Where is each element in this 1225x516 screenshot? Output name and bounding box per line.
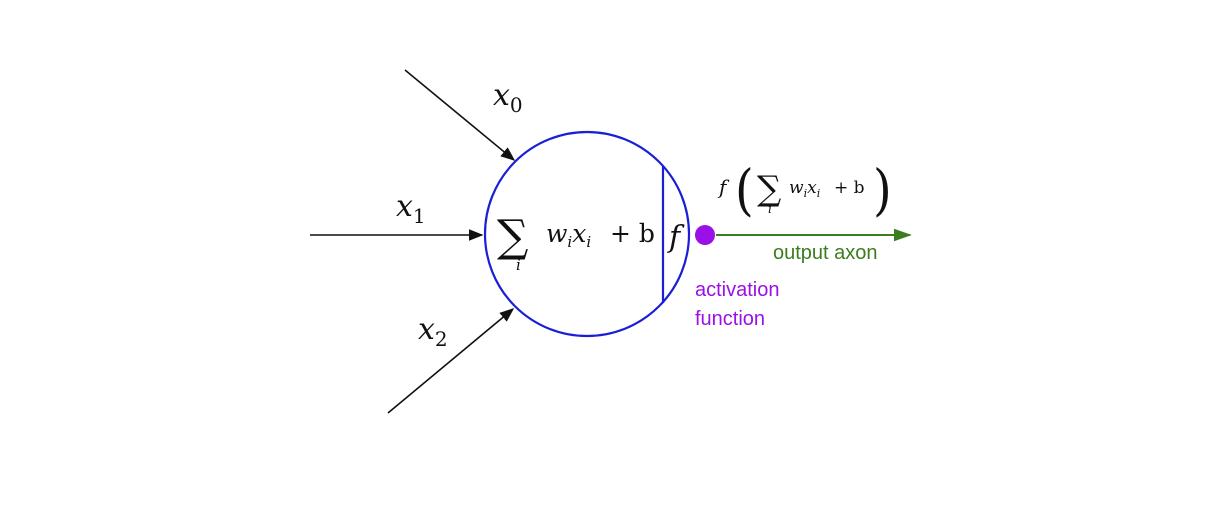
- activation-function-label: activation function: [695, 279, 785, 330]
- output-formula: f ( ∑ i wixi + b ): [717, 159, 892, 223]
- output-axon-label: output axon: [773, 242, 878, 264]
- output-formula-sum-symbol: ∑: [757, 169, 781, 209]
- input-edge-x0: [404, 69, 516, 161]
- sum-symbol: ∑: [497, 211, 528, 262]
- input-label-x0: x0: [493, 78, 523, 117]
- output-formula-open-paren: (: [735, 159, 754, 223]
- activation-node: [695, 225, 715, 245]
- neuron-body: [483, 130, 691, 338]
- bias-term: + b: [610, 219, 655, 248]
- output-formula-sum-index: i: [768, 202, 772, 216]
- input-label-x2: x2: [418, 312, 448, 351]
- input-label-x1: x1: [396, 189, 426, 228]
- weighted-sum-terms: wixi: [546, 219, 591, 251]
- output-formula-terms: wixi: [789, 178, 820, 200]
- input-edge-x2: [387, 308, 515, 414]
- activation-symbol: f: [667, 220, 685, 255]
- output-formula-bias: + b: [834, 178, 865, 198]
- output-formula-close-paren: ): [873, 159, 892, 223]
- output-formula-f: f: [717, 175, 730, 199]
- sum-index: i: [516, 256, 521, 274]
